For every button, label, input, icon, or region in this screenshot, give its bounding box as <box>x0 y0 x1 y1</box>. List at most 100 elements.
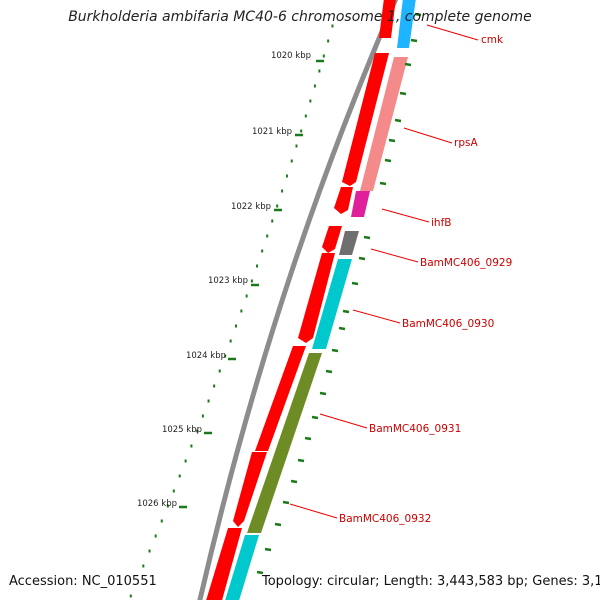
feature-tick <box>338 326 346 331</box>
ruler-dot <box>256 264 259 268</box>
feature-tick <box>256 570 264 575</box>
feature-tick <box>331 348 339 353</box>
ruler-dot <box>129 594 132 598</box>
ruler-dot <box>331 24 334 28</box>
ruler-dot <box>190 444 193 448</box>
ruler-label-1020: 1020 kbp <box>271 51 311 61</box>
ruler-dot <box>178 474 181 478</box>
feature-tick <box>384 158 392 163</box>
gene-label-ihfB[interactable]: ihfB <box>431 217 451 229</box>
ruler-dot <box>213 384 216 388</box>
ruler-dot <box>322 54 325 58</box>
feature-tick <box>290 479 298 484</box>
feature-tick <box>414 12 422 17</box>
feature-tick <box>394 118 402 123</box>
ruler-dot <box>261 249 264 253</box>
ruler-dots <box>129 24 334 598</box>
feature-tick <box>399 91 407 96</box>
ruler-dot <box>313 84 316 88</box>
ruler-dot <box>271 219 274 223</box>
gene-0930-cyan-block <box>312 259 352 349</box>
feature-tick <box>379 181 387 186</box>
feature-tick <box>325 369 333 374</box>
genes-count-text: Genes: 3,147 <box>532 574 600 589</box>
gene-arrow-rpsA[interactable] <box>342 53 389 186</box>
ihfB-magenta-block <box>351 191 370 217</box>
leader-0930 <box>352 309 401 324</box>
ruler-label-1025: 1025 kbp <box>162 425 202 435</box>
feature-tick <box>319 391 327 396</box>
leader-0931 <box>319 413 368 429</box>
ruler-label-1024: 1024 kbp <box>186 351 226 361</box>
feature-tick <box>363 235 371 240</box>
genome-backbone <box>197 0 399 600</box>
label-leaders <box>289 24 479 519</box>
ruler-dot <box>309 99 312 103</box>
ruler-dot <box>250 279 253 283</box>
gene-label-0932[interactable]: BamMC406_0932 <box>339 513 431 525</box>
feature-tick <box>342 309 350 314</box>
ruler-dot <box>184 459 187 463</box>
ruler-dot <box>142 564 145 568</box>
gene-arrow-0930[interactable] <box>298 253 335 343</box>
gene-0931-olive-block <box>247 353 322 533</box>
feature-tick <box>410 38 418 43</box>
gene-arrow-ihfB[interactable] <box>334 187 353 214</box>
gene-arrow-cmk[interactable] <box>379 0 396 38</box>
gene-next-cyan-block <box>225 535 259 600</box>
leader-0929 <box>370 248 419 263</box>
feature-tick <box>282 500 290 505</box>
ruler-dot <box>281 189 284 193</box>
gene-label-0931[interactable]: BamMC406_0931 <box>369 423 461 435</box>
feature-tick <box>274 522 282 527</box>
feature-tick <box>311 415 319 420</box>
ruler-label-1022: 1022 kbp <box>231 202 271 212</box>
leader-ihfB <box>381 208 430 223</box>
ruler-dot <box>245 294 248 298</box>
topology-text: Topology: circular <box>262 574 376 589</box>
ruler-dot <box>300 129 303 133</box>
ruler-dot <box>318 69 321 73</box>
ruler-dot <box>304 114 307 118</box>
ruler-dot <box>290 159 293 163</box>
feature-ticks <box>256 12 422 575</box>
ruler-dot <box>266 234 269 238</box>
gene-arrow-0929[interactable] <box>322 226 342 253</box>
gene-arrow-0931[interactable] <box>255 346 306 451</box>
feature-tick <box>297 458 305 463</box>
ruler-dot <box>218 369 221 373</box>
ruler-dot <box>160 519 163 523</box>
forward-strand-genes <box>205 0 396 600</box>
ruler-label-1026: 1026 kbp <box>137 499 177 509</box>
feature-tick <box>358 256 366 261</box>
ruler-dot <box>207 399 210 403</box>
ruler-dot <box>201 414 204 418</box>
ruler-dot <box>148 549 151 553</box>
ruler-dot <box>196 429 199 433</box>
gene-arrow-next[interactable] <box>205 528 242 600</box>
ruler-dot <box>276 204 279 208</box>
cmk-blue-block <box>397 0 416 48</box>
ruler-dot <box>285 174 288 178</box>
ruler-dot <box>154 534 157 538</box>
ruler-dot <box>240 309 243 313</box>
gene-arrow-0932[interactable] <box>233 452 267 527</box>
genome-stats: Topology: circular; Length: 3,443,583 bp… <box>262 574 600 589</box>
accession-text: Accession: NC_010551 <box>9 574 160 589</box>
ruler-dot <box>166 504 169 508</box>
feature-tick <box>264 547 272 552</box>
ruler-label-1023: 1023 kbp <box>208 276 248 286</box>
gene-label-0930[interactable]: BamMC406_0930 <box>402 318 494 330</box>
ruler-label-1021: 1021 kbp <box>252 127 292 137</box>
leader-rpsA <box>403 127 453 144</box>
ruler-dot <box>172 489 175 493</box>
ruler-dot <box>295 144 298 148</box>
gene-label-cmk[interactable]: cmk <box>481 34 504 46</box>
feature-tick <box>304 436 312 441</box>
gene-0929-gray-block <box>339 231 359 255</box>
gene-label-rpsA[interactable]: rpsA <box>454 137 478 149</box>
feature-tick <box>388 138 396 143</box>
gene-label-0929[interactable]: BamMC406_0929 <box>420 257 512 269</box>
secondary-strand-genes <box>225 0 416 600</box>
